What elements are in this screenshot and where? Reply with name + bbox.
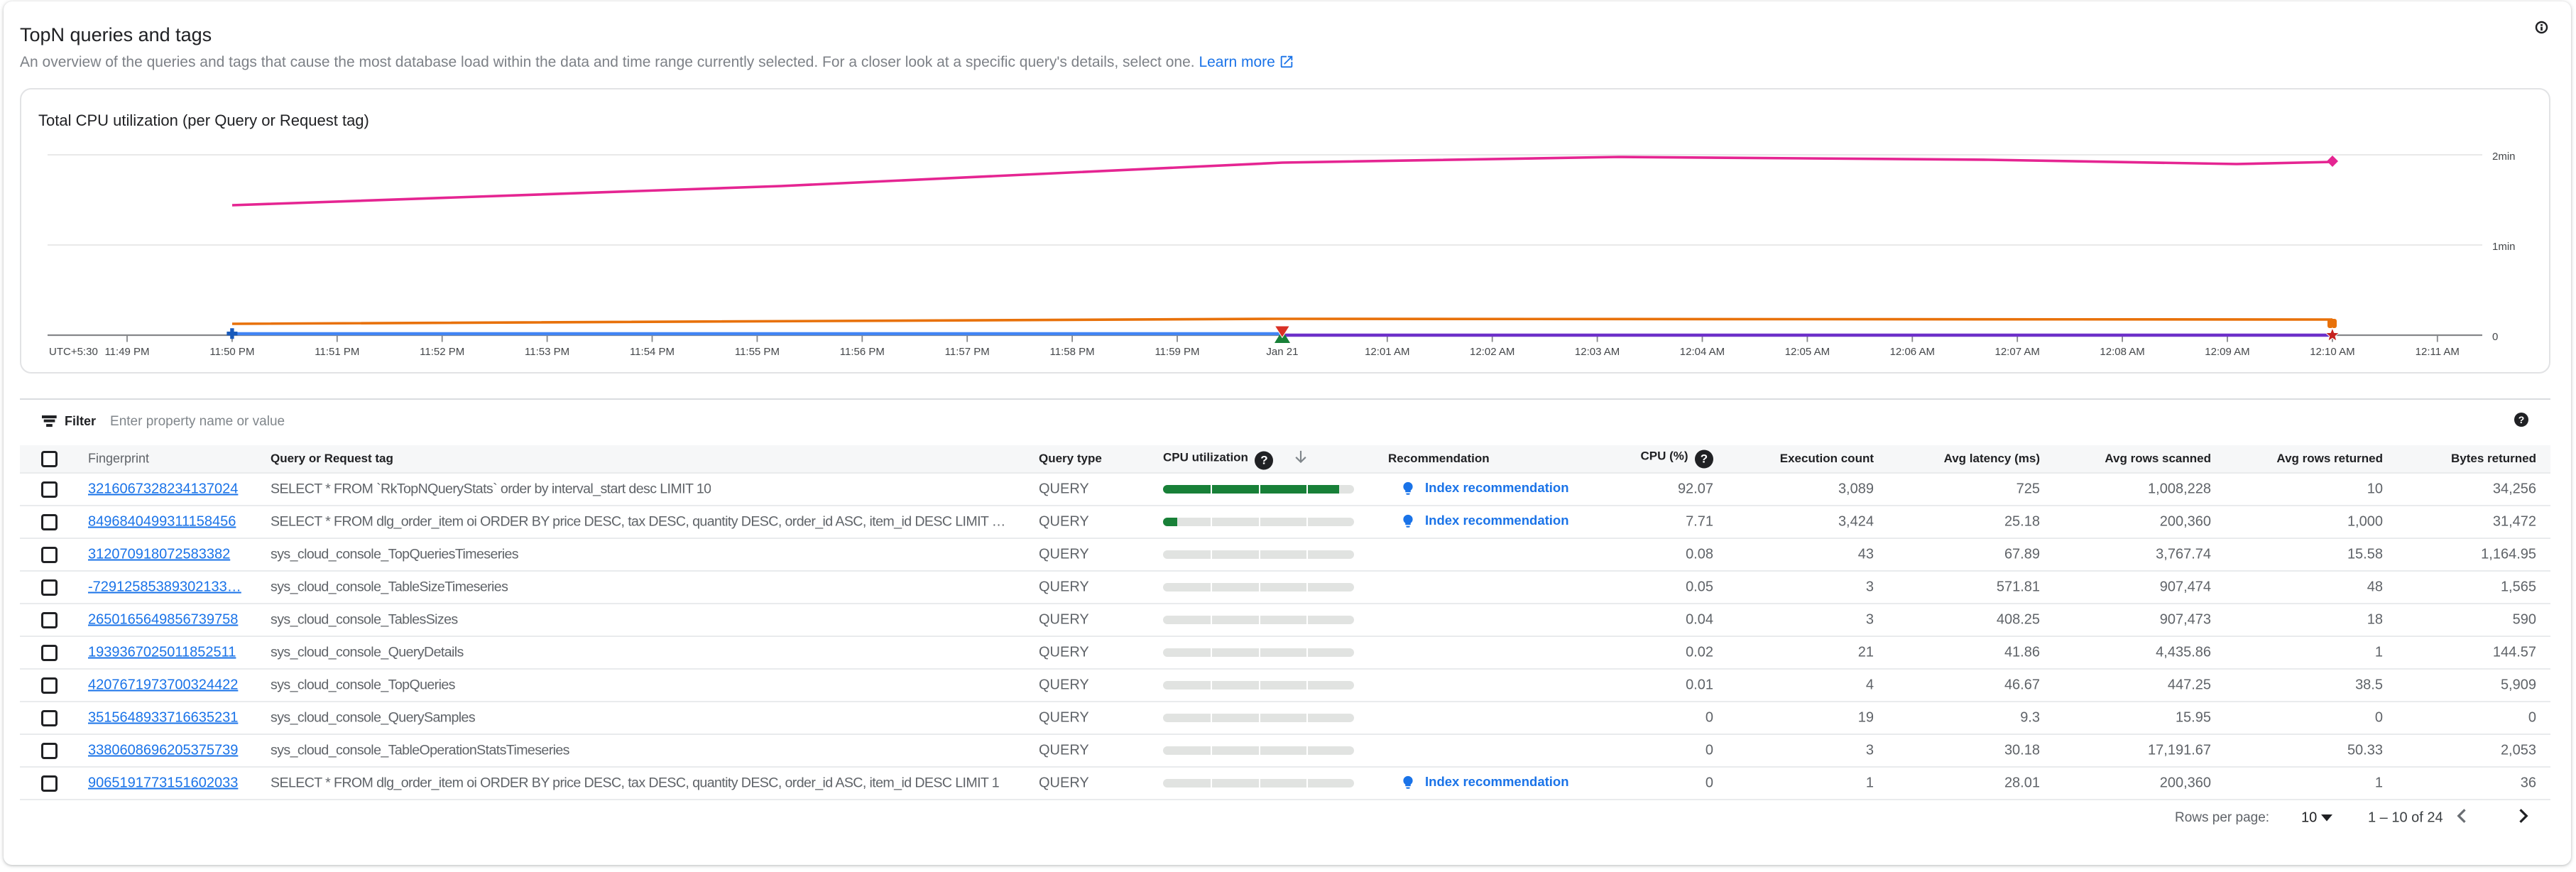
svg-text:11:52 PM: 11:52 PM: [420, 346, 464, 358]
svg-text:11:49 PM: 11:49 PM: [104, 346, 149, 358]
svg-text:12:07 AM: 12:07 AM: [1995, 346, 2040, 358]
svg-text:1min: 1min: [2492, 241, 2516, 253]
svg-text:12:09 AM: 12:09 AM: [2205, 346, 2249, 358]
svg-text:12:03 AM: 12:03 AM: [1575, 346, 1620, 358]
svg-text:12:04 AM: 12:04 AM: [1680, 346, 1725, 358]
svg-text:0: 0: [2492, 331, 2498, 343]
svg-text:12:11 AM: 12:11 AM: [2416, 346, 2460, 358]
svg-text:11:57 PM: 11:57 PM: [945, 346, 990, 358]
svg-text:11:53 PM: 11:53 PM: [525, 346, 569, 358]
svg-text:12:01 AM: 12:01 AM: [1365, 346, 1409, 358]
svg-text:12:08 AM: 12:08 AM: [2100, 346, 2144, 358]
svg-text:11:59 PM: 11:59 PM: [1155, 346, 1199, 358]
svg-text:11:56 PM: 11:56 PM: [840, 346, 885, 358]
svg-text:UTC+5:30: UTC+5:30: [49, 346, 98, 358]
svg-text:11:50 PM: 11:50 PM: [209, 346, 254, 358]
svg-text:12:05 AM: 12:05 AM: [1785, 346, 1830, 358]
svg-text:2min: 2min: [2492, 151, 2516, 163]
svg-text:11:51 PM: 11:51 PM: [315, 346, 359, 358]
svg-text:11:54 PM: 11:54 PM: [630, 346, 675, 358]
svg-text:12:10 AM: 12:10 AM: [2310, 346, 2354, 358]
svg-text:11:55 PM: 11:55 PM: [735, 346, 780, 358]
svg-text:11:58 PM: 11:58 PM: [1050, 346, 1095, 358]
svg-text:12:02 AM: 12:02 AM: [1470, 346, 1515, 358]
svg-text:Jan 21: Jan 21: [1266, 346, 1298, 358]
svg-text:12:06 AM: 12:06 AM: [1890, 346, 1935, 358]
